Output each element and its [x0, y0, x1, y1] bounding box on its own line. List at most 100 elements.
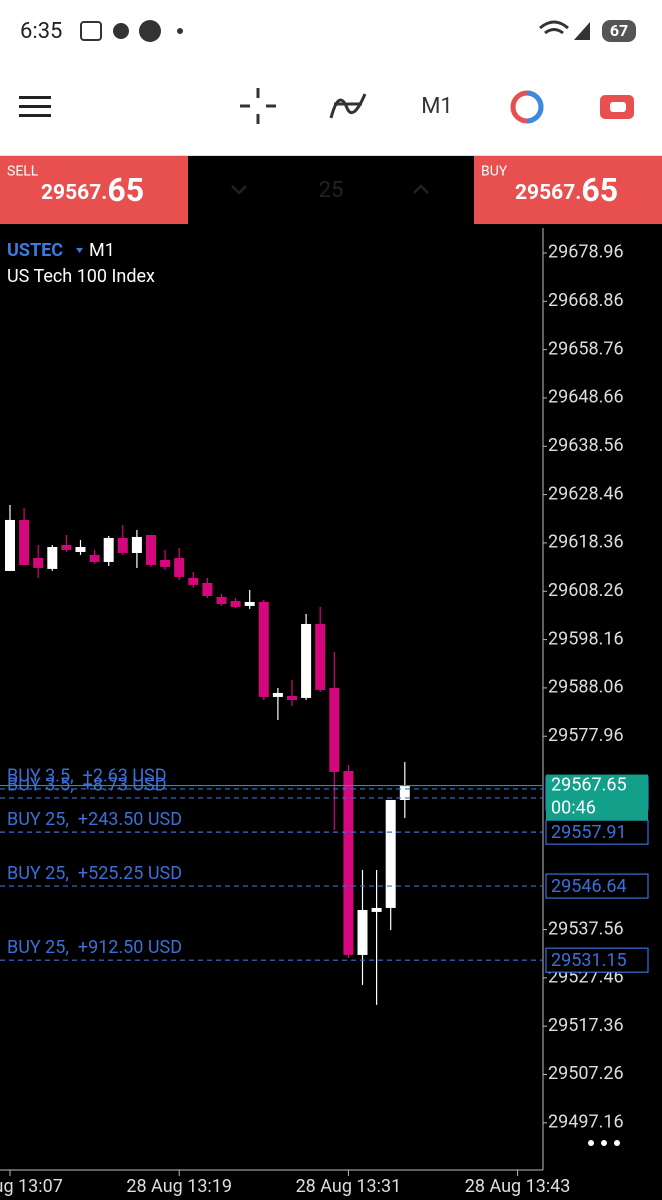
buy-price-big: 65 — [581, 171, 618, 209]
menu-bar — [19, 114, 51, 117]
y-tick-label: 29497.16 — [548, 1112, 624, 1133]
position-price-box — [545, 873, 649, 899]
candle-body — [61, 544, 72, 550]
candle-body — [202, 582, 213, 596]
y-tick-label: 29638.56 — [548, 435, 624, 456]
candle-body — [117, 537, 128, 553]
sell-label: SELL — [7, 164, 39, 180]
candle-body — [244, 601, 255, 606]
y-tick-label: 29648.66 — [548, 387, 624, 408]
volume-increase[interactable] — [413, 184, 429, 194]
battery-icon — [602, 20, 636, 42]
menu-bar — [19, 96, 51, 99]
position-price-box — [545, 947, 649, 973]
candle-body — [103, 537, 114, 562]
buy-label: BUY — [481, 164, 508, 180]
position-label: BUY 25, +243.50 USD — [7, 809, 182, 830]
candle-body — [329, 687, 340, 772]
x-tick-label: 28 Aug 13:31 — [296, 1176, 402, 1197]
candle-body — [230, 600, 241, 607]
candle-body — [146, 534, 156, 565]
sell-price-main: 29567. — [41, 181, 107, 205]
top-background — [0, 0, 662, 155]
candle-body — [343, 770, 354, 955]
more-dot — [588, 1140, 594, 1146]
symbol[interactable]: USTEC — [7, 240, 63, 261]
plot: 29678.96 29668.86 29658.76 29648.66 29638.56… — [0, 242, 649, 1197]
sell-price: 29567.65 — [41, 171, 144, 209]
candle-body — [19, 519, 30, 565]
indicators-button[interactable] — [329, 93, 367, 119]
status-dot — [177, 28, 183, 34]
candle-body — [47, 546, 58, 569]
y-tick-label: 29577.96 — [548, 725, 624, 746]
volume-decrease[interactable] — [231, 185, 247, 195]
x-tick-label: 28 Aug 13:43 — [465, 1176, 571, 1197]
status-time: 6:35 — [20, 19, 62, 44]
candle-body — [174, 557, 185, 577]
candle-body — [216, 596, 227, 604]
more-dot — [601, 1140, 607, 1146]
crosshair-button[interactable] — [240, 88, 276, 124]
candle-body — [315, 623, 326, 690]
y-tick-label: 29517.36 — [548, 1015, 624, 1036]
more-button[interactable] — [588, 1140, 620, 1146]
position-price: 29546.64 — [551, 876, 627, 897]
candle-body — [385, 799, 396, 908]
bid-price: 29567.65 — [551, 774, 627, 795]
sell-button[interactable]: SELL 29567.65 — [0, 156, 188, 224]
position-label: BUY 3.5, +2.63 USD — [7, 766, 167, 787]
y-tick-label: 29668.86 — [548, 290, 624, 311]
buy-button[interactable]: BUY 29567.65 — [474, 156, 662, 224]
position-label: BUY 25, +912.50 USD — [7, 937, 182, 958]
y-tick-label: 29598.16 — [548, 628, 624, 649]
candle-body — [160, 559, 171, 567]
candle-body — [188, 577, 199, 585]
y-tick-label: 29588.06 — [548, 677, 624, 698]
buy-background — [474, 156, 662, 224]
position-price: 29557.91 — [551, 822, 627, 843]
buy-price: 29567.65 — [515, 171, 618, 209]
y-tick-label: 29618.36 — [548, 532, 624, 553]
candle-body — [272, 692, 283, 697]
candle-body — [75, 546, 86, 552]
trade-button-part — [526, 90, 544, 124]
y-tick-label: 29628.46 — [548, 483, 624, 504]
menu-button[interactable] — [19, 96, 51, 117]
account-button-part — [610, 102, 626, 112]
wifi-icon — [539, 20, 569, 35]
y-tick-label: 29678.96 — [548, 242, 624, 263]
candle-body — [357, 909, 368, 955]
candle-body — [287, 695, 297, 700]
status-icon — [113, 23, 129, 39]
bar-countdown: 00:46 — [551, 797, 596, 818]
battery-level: 67 — [610, 21, 628, 40]
volume[interactable]: 25 — [319, 178, 344, 203]
candle-body — [371, 907, 382, 912]
candle-body — [399, 785, 410, 800]
symbol-dropdown — [76, 248, 83, 253]
x-tick-label: 28 Aug 13:07 — [0, 1176, 63, 1197]
position-price: 29531.15 — [551, 950, 627, 971]
candle-body — [33, 557, 44, 568]
candle-body — [131, 536, 142, 553]
sell-price-big: 65 — [107, 171, 144, 209]
position-label: BUY 25, +525.25 USD — [7, 863, 182, 884]
buy-price-main: 29567. — [515, 181, 581, 205]
candle-body — [258, 601, 269, 697]
candle-body — [5, 519, 15, 571]
x-tick-label: 28 Aug 13:19 — [126, 1176, 232, 1197]
status-icon — [139, 20, 161, 42]
bid-box — [546, 774, 648, 821]
timeframe-button[interactable]: M1 — [421, 94, 453, 119]
signal-icon — [574, 22, 590, 40]
status-icon — [80, 21, 102, 41]
chart-timeframe: M1 — [89, 240, 115, 261]
y-tick-label: 29608.26 — [548, 580, 624, 601]
candle-body — [301, 623, 312, 698]
candle-body — [89, 554, 100, 562]
y-tick-label: 29507.26 — [548, 1063, 624, 1084]
